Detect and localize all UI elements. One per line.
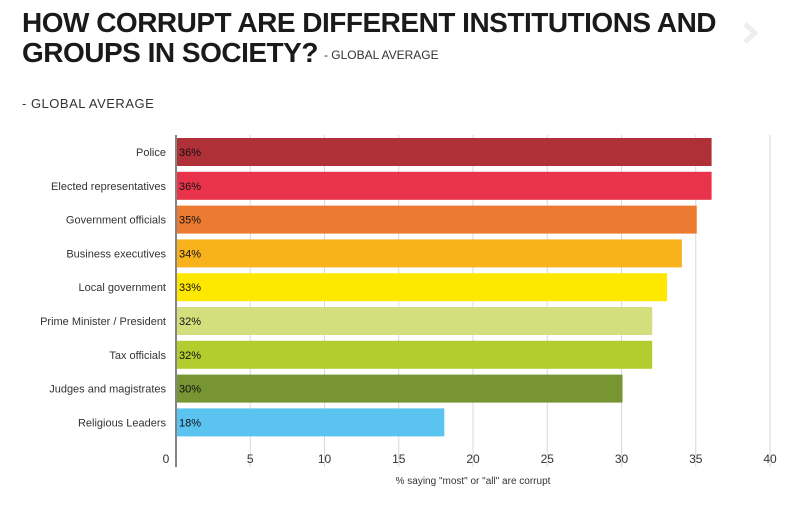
bar xyxy=(177,340,653,369)
bar-value-label: 36% xyxy=(179,147,201,159)
bar xyxy=(177,408,445,437)
bar xyxy=(177,205,697,234)
category-label: Police xyxy=(136,147,166,159)
category-label: Government officials xyxy=(66,215,167,227)
bar-value-label: 30% xyxy=(179,384,201,396)
bar xyxy=(177,273,668,302)
x-tick-label: 20 xyxy=(466,452,480,466)
x-tick-label: 30 xyxy=(615,452,629,466)
bars xyxy=(177,138,712,437)
category-label: Judges and magistrates xyxy=(49,384,166,396)
bar xyxy=(177,374,623,403)
category-label: Religious Leaders xyxy=(78,417,167,429)
chart-title-text: HOW CORRUPT ARE DIFFERENT INSTITUTIONS A… xyxy=(22,7,717,68)
bar-value-label: 33% xyxy=(179,282,201,294)
chart-title-suffix: - GLOBAL AVERAGE xyxy=(323,47,439,62)
x-tick-label: 35 xyxy=(689,452,703,466)
bar-value-label: 35% xyxy=(179,215,201,227)
category-label: Prime Minister / President xyxy=(40,316,166,328)
x-tick-label: 15 xyxy=(392,452,406,466)
bar xyxy=(177,307,653,335)
bar-value-label: 18% xyxy=(179,417,201,429)
category-label: Elected representatives xyxy=(51,181,166,193)
bar-value-label: 34% xyxy=(179,248,201,260)
bar xyxy=(177,171,712,200)
category-label: Business executives xyxy=(66,248,166,260)
x-axis-title: % saying "most" or "all" are corrupt xyxy=(396,476,551,487)
chart-subtitle: - GLOBAL AVERAGE xyxy=(22,96,155,111)
bar xyxy=(177,138,712,166)
chevron-right-icon[interactable] xyxy=(735,18,765,48)
bar xyxy=(177,239,682,268)
bar-value-label: 36% xyxy=(179,181,201,193)
bar-value-label: 32% xyxy=(179,316,201,328)
x-tick-label: 40 xyxy=(763,452,777,466)
category-label: Tax officials xyxy=(109,350,166,362)
bar-value-label: 32% xyxy=(179,350,201,362)
labels: 0 5 10 15 20 25 30 35 40 36% Police 36% Elected repr… xyxy=(40,147,777,466)
category-label: Local government xyxy=(79,282,166,294)
x-tick-label: 10 xyxy=(318,452,332,466)
x-tick-label: 0 xyxy=(163,452,170,466)
x-tick-label: 25 xyxy=(541,452,555,466)
chart-title: HOW CORRUPT ARE DIFFERENT INSTITUTIONS A… xyxy=(22,8,762,70)
x-tick-label: 5 xyxy=(247,452,254,466)
